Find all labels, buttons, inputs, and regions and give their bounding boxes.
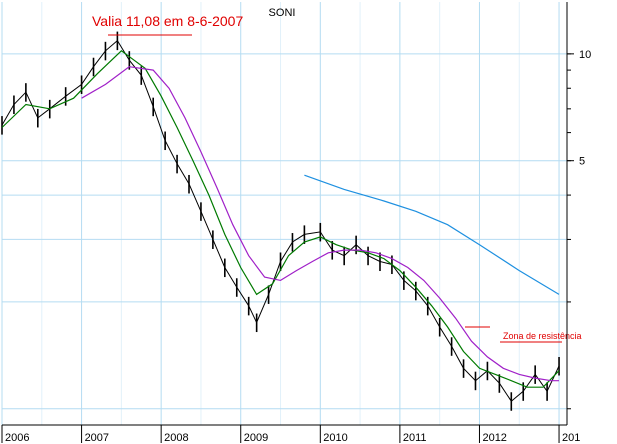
x-tick-label: 2010 xyxy=(323,432,347,444)
x-tick-label: 2006 xyxy=(5,432,29,444)
moving-average-short-line xyxy=(1,50,560,388)
x-tick-label: 2011 xyxy=(403,432,427,444)
annotation-resistance-label: Zona de resistência xyxy=(503,331,582,341)
annotation-peak-label: Valia 11,08 em 8-6-2007 xyxy=(92,13,243,29)
x-tick-label: 2008 xyxy=(164,432,188,444)
chart-title: SONI xyxy=(269,7,296,19)
x-tick-label: 2012 xyxy=(482,432,506,444)
annotation-layer: Valia 11,08 em 8-6-2007 Zona de resistênc… xyxy=(92,13,582,343)
y-tick-label: 5 xyxy=(579,156,585,168)
price-line xyxy=(1,39,560,402)
x-tick-label: 2009 xyxy=(244,432,268,444)
x-tick-label: 201 xyxy=(562,432,580,444)
grid-lines xyxy=(1,2,567,425)
y-tick-label: 10 xyxy=(579,49,591,61)
trend-line xyxy=(304,174,560,295)
x-tick-label: 2007 xyxy=(85,432,109,444)
series-layer xyxy=(1,31,560,411)
axes: 10 5 2006 2007 2008 2009 2010 2011 2012 201 xyxy=(1,2,591,444)
moving-average-long-line xyxy=(81,66,559,382)
